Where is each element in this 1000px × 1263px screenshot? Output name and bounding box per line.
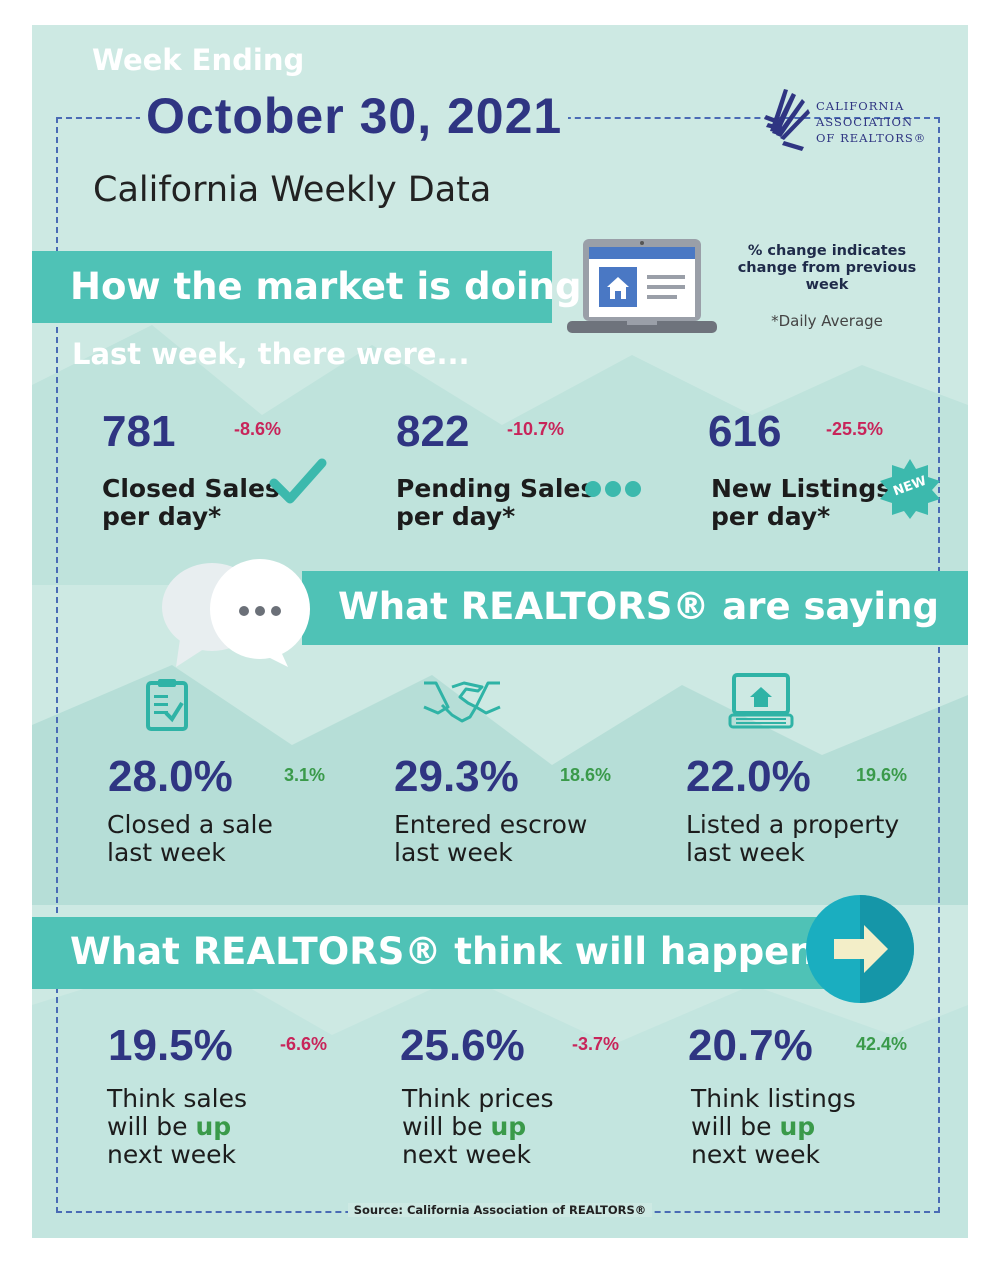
- daily-average-note: *Daily Average: [771, 312, 883, 330]
- sales-up-label-line2: will be up: [107, 1113, 247, 1141]
- future-banner-title: What REALTORS® think will happen: [70, 930, 816, 973]
- prices-up-pct-value: 25.6%: [400, 1021, 525, 1070]
- listed-property-label-line1: Listed a property: [686, 810, 900, 839]
- listed-property-pct-change: 19.6%: [856, 765, 908, 785]
- entered-escrow-pct-change: 18.6%: [560, 765, 612, 785]
- pending-sales-value: 822: [396, 407, 470, 456]
- ellipsis-dots-icon: [585, 481, 641, 497]
- laptop-house-icon: [728, 673, 794, 729]
- checkmark-icon: [269, 458, 327, 504]
- clipboard-icon: [146, 679, 188, 731]
- listings-up-pct-change: 42.4%: [856, 1034, 908, 1054]
- listings-up-label-line2: will be up: [691, 1113, 856, 1141]
- closed-sales-label: Closed Sales per day*: [102, 475, 280, 531]
- entered-escrow-pct-value: 29.3%: [394, 752, 519, 801]
- car-logo: CALIFORNIA ASSOCIATION OF REALTORS®: [762, 85, 932, 155]
- entered-escrow-label: Entered escrow last week: [394, 811, 587, 867]
- infographic-poster: Week Ending October 30, 2021 California …: [32, 25, 968, 1238]
- logo-emblem-icon: [764, 89, 810, 151]
- sales-up-label-line1: Think sales: [107, 1084, 248, 1113]
- listings-up-label: Think listings will be up next week: [691, 1085, 856, 1169]
- listed-property-label-line2: last week: [686, 838, 805, 867]
- prices-up-label-pre: will be: [402, 1112, 491, 1141]
- listed-property-label: Listed a property last week: [686, 811, 899, 867]
- prices-up-label: Think prices will be up next week: [402, 1085, 554, 1169]
- closed-sale-label: Closed a sale last week: [107, 811, 273, 867]
- logo-line-2: ASSOCIATION: [816, 115, 914, 129]
- pending-sales-label-line2: per day*: [396, 502, 516, 531]
- entered-escrow-label-line1: Entered escrow: [394, 810, 588, 839]
- new-badge-icon: NEW: [878, 457, 942, 521]
- sales-up-label-pre: will be: [107, 1112, 196, 1141]
- listings-up-pct-value: 20.7%: [688, 1021, 813, 1070]
- closed-sales-value: 781: [102, 407, 176, 456]
- entered-escrow-label-line2: last week: [394, 838, 513, 867]
- sales-up-emphasis: up: [195, 1112, 232, 1141]
- arrow-right-icon: [806, 895, 914, 1003]
- laptop-listing-icon: [567, 239, 717, 333]
- background-texture: [32, 325, 968, 1238]
- pending-sales-label: Pending Sales per day*: [396, 475, 595, 531]
- new-listings-label-line1: New Listings: [711, 474, 892, 503]
- prices-up-label-line1: Think prices: [402, 1084, 554, 1113]
- source-text: Source: California Association of REALTO…: [347, 1203, 653, 1217]
- last-week-intro: Last week, there were...: [72, 337, 470, 371]
- closed-sale-pct-value: 28.0%: [108, 752, 233, 801]
- pending-sales-label-line1: Pending Sales: [396, 474, 596, 503]
- listings-up-emphasis: up: [779, 1112, 816, 1141]
- sales-up-pct-value: 19.5%: [108, 1021, 233, 1070]
- listings-up-label-pre: will be: [691, 1112, 780, 1141]
- sales-up-label-line3: next week: [107, 1140, 237, 1169]
- logo-line-3: OF REALTORS®: [816, 131, 927, 145]
- prices-up-label-line2: will be up: [402, 1113, 554, 1141]
- source-footer: Source: California Association of REALTO…: [32, 1203, 968, 1217]
- new-listings-value: 616: [708, 407, 782, 456]
- market-banner-title: How the market is doing: [70, 265, 582, 308]
- new-listings-label-line2: per day*: [711, 502, 831, 531]
- listed-property-pct-value: 22.0%: [686, 752, 811, 801]
- prices-up-label-line3: next week: [402, 1140, 532, 1169]
- sales-up-label: Think sales will be up next week: [107, 1085, 247, 1169]
- page-subtitle: California Weekly Data: [87, 170, 498, 210]
- pending-sales-change: -10.7%: [507, 419, 565, 439]
- new-listings-label: New Listings per day*: [711, 475, 891, 531]
- new-listings-change: -25.5%: [826, 419, 884, 439]
- listings-up-label-line3: next week: [691, 1140, 821, 1169]
- closed-sales-label-line1: Closed Sales: [102, 474, 280, 503]
- closed-sale-pct-change: 3.1%: [284, 765, 326, 785]
- prices-up-pct-change: -3.7%: [572, 1034, 620, 1054]
- future-banner: What REALTORS® think will happen: [32, 917, 892, 989]
- saying-banner: What REALTORS® are saying: [302, 571, 968, 645]
- market-banner: How the market is doing: [32, 251, 582, 323]
- week-date: October 30, 2021: [140, 87, 569, 145]
- week-ending-label: Week Ending: [92, 43, 305, 77]
- chat-bubbles-icon: [162, 559, 310, 667]
- sales-up-pct-change: -6.6%: [280, 1034, 328, 1054]
- closed-sale-label-line2: last week: [107, 838, 226, 867]
- closed-sale-label-line1: Closed a sale: [107, 810, 273, 839]
- closed-sales-label-line2: per day*: [102, 502, 222, 531]
- listings-up-label-line1: Think listings: [691, 1084, 856, 1113]
- handshake-icon: [423, 681, 501, 723]
- closed-sales-change: -8.6%: [234, 419, 282, 439]
- logo-line-1: CALIFORNIA: [816, 99, 905, 113]
- percent-change-note: % change indicates change from previous …: [737, 243, 917, 293]
- prices-up-emphasis: up: [490, 1112, 527, 1141]
- saying-banner-title: What REALTORS® are saying: [338, 585, 939, 628]
